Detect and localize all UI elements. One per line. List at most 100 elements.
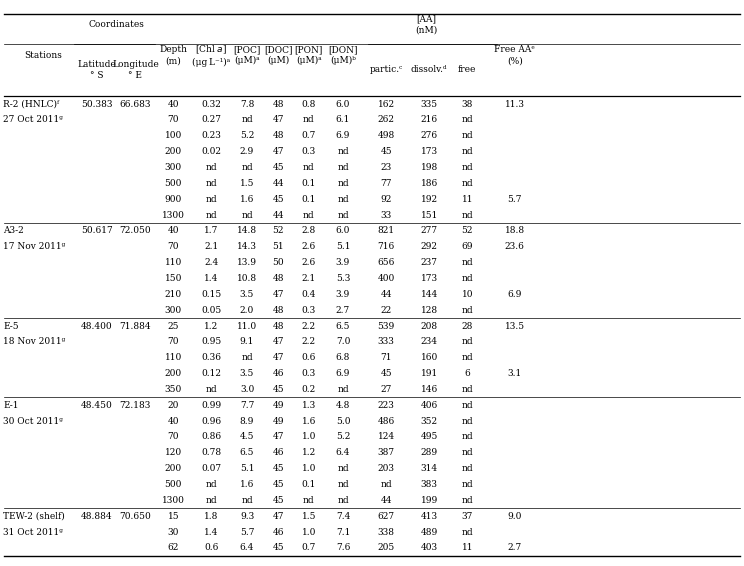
Text: nd: nd (205, 385, 217, 394)
Text: 210: 210 (164, 290, 182, 299)
Text: 292: 292 (421, 242, 437, 251)
Text: 11: 11 (461, 543, 473, 552)
Text: 656: 656 (377, 258, 395, 267)
Text: nd: nd (461, 211, 473, 220)
Text: 46: 46 (272, 448, 284, 457)
Text: 3.5: 3.5 (240, 290, 254, 299)
Text: 0.95: 0.95 (201, 337, 222, 346)
Text: 821: 821 (377, 226, 395, 235)
Text: 2.7: 2.7 (507, 543, 522, 552)
Text: 48.400: 48.400 (81, 321, 112, 331)
Text: 13.5: 13.5 (504, 321, 525, 331)
Text: 110: 110 (164, 258, 182, 267)
Text: nd: nd (205, 496, 217, 505)
Text: 3.9: 3.9 (336, 290, 350, 299)
Text: 2.7: 2.7 (336, 306, 350, 315)
Text: 383: 383 (421, 480, 437, 489)
Text: 6.9: 6.9 (336, 131, 350, 140)
Text: 22: 22 (380, 306, 392, 315)
Text: 45: 45 (380, 147, 392, 156)
Text: 314: 314 (420, 464, 438, 473)
Text: 3.5: 3.5 (240, 369, 254, 378)
Text: 151: 151 (420, 211, 438, 220)
Text: 48: 48 (272, 274, 284, 283)
Text: nd: nd (205, 480, 217, 489)
Text: 45: 45 (272, 496, 284, 505)
Text: 40: 40 (167, 417, 179, 426)
Text: 1.6: 1.6 (240, 195, 254, 204)
Text: 47: 47 (272, 337, 284, 346)
Text: 198: 198 (420, 163, 438, 172)
Text: 18.8: 18.8 (504, 226, 525, 235)
Text: 71.884: 71.884 (120, 321, 151, 331)
Text: 7.6: 7.6 (336, 543, 350, 552)
Text: nd: nd (241, 496, 253, 505)
Text: 237: 237 (421, 258, 437, 267)
Text: 0.12: 0.12 (202, 369, 221, 378)
Text: 45: 45 (272, 195, 284, 204)
Text: 70.650: 70.650 (120, 512, 151, 521)
Text: 1.5: 1.5 (240, 179, 254, 188)
Text: Longitude
° E: Longitude ° E (112, 59, 158, 80)
Text: 40: 40 (167, 226, 179, 235)
Text: 1.2: 1.2 (301, 448, 316, 457)
Text: 489: 489 (420, 528, 438, 537)
Text: 0.6: 0.6 (301, 353, 316, 362)
Text: nd: nd (461, 179, 473, 188)
Text: 72.183: 72.183 (120, 401, 151, 410)
Text: 203: 203 (378, 464, 394, 473)
Text: 44: 44 (380, 496, 392, 505)
Text: 495: 495 (420, 432, 438, 441)
Text: nd: nd (241, 115, 253, 125)
Text: 199: 199 (420, 496, 438, 505)
Text: 7.0: 7.0 (336, 337, 350, 346)
Text: 47: 47 (272, 115, 284, 125)
Text: 0.15: 0.15 (201, 290, 222, 299)
Text: 186: 186 (420, 179, 438, 188)
Text: 0.1: 0.1 (301, 179, 316, 188)
Text: 0.3: 0.3 (301, 147, 316, 156)
Text: 45: 45 (272, 543, 284, 552)
Text: nd: nd (461, 496, 473, 505)
Text: 627: 627 (377, 512, 395, 521)
Text: 500: 500 (164, 480, 182, 489)
Text: 0.07: 0.07 (201, 464, 222, 473)
Text: 44: 44 (272, 211, 284, 220)
Text: 333: 333 (378, 337, 394, 346)
Text: 69: 69 (461, 242, 473, 251)
Text: 49: 49 (272, 417, 284, 426)
Text: 716: 716 (377, 242, 395, 251)
Text: 6.5: 6.5 (240, 448, 254, 457)
Text: 413: 413 (420, 512, 438, 521)
Text: 1300: 1300 (162, 211, 185, 220)
Text: 48: 48 (272, 321, 284, 331)
Text: 0.23: 0.23 (202, 131, 221, 140)
Text: 403: 403 (420, 543, 438, 552)
Text: 3.9: 3.9 (336, 258, 350, 267)
Text: 160: 160 (420, 353, 438, 362)
Text: 128: 128 (420, 306, 438, 315)
Text: 28: 28 (461, 321, 473, 331)
Text: nd: nd (205, 195, 217, 204)
Text: 1.6: 1.6 (240, 480, 254, 489)
Text: 47: 47 (272, 353, 284, 362)
Text: 1.8: 1.8 (204, 512, 219, 521)
Text: A3-2: A3-2 (3, 226, 24, 235)
Text: 23: 23 (380, 163, 392, 172)
Text: 3.1: 3.1 (507, 369, 522, 378)
Text: 120: 120 (164, 448, 182, 457)
Text: 2.4: 2.4 (204, 258, 219, 267)
Text: 17 Nov 2011ᵍ: 17 Nov 2011ᵍ (3, 242, 65, 251)
Text: 0.78: 0.78 (201, 448, 222, 457)
Text: 2.8: 2.8 (301, 226, 316, 235)
Text: nd: nd (205, 163, 217, 172)
Text: 30 Oct 2011ᵍ: 30 Oct 2011ᵍ (3, 417, 62, 426)
Text: 25: 25 (167, 321, 179, 331)
Text: nd: nd (461, 163, 473, 172)
Text: 173: 173 (420, 147, 438, 156)
Text: nd: nd (337, 385, 349, 394)
Text: Free AAᵉ
(%): Free AAᵉ (%) (495, 45, 535, 65)
Text: nd: nd (461, 385, 473, 394)
Text: 1.5: 1.5 (301, 512, 316, 521)
Text: 191: 191 (420, 369, 438, 378)
